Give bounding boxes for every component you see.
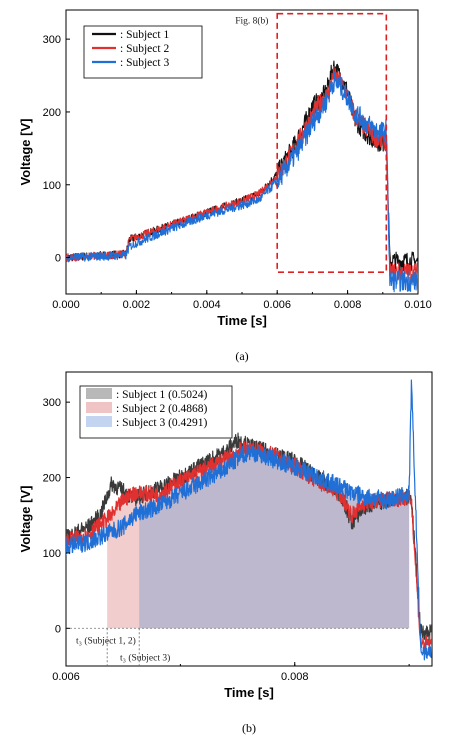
x-tick-label: 0.000 — [52, 299, 80, 311]
legend-swatch — [86, 388, 112, 399]
y-tick-label: 0 — [55, 253, 61, 265]
series-lines-b — [66, 379, 432, 661]
x-tick-label: 0.004 — [193, 299, 221, 311]
y-tick-label: 100 — [43, 548, 61, 560]
legend-a: : Subject 1 : Subject 2 : Subject 3 — [83, 25, 203, 79]
x-tick-label: 0.006 — [52, 671, 80, 683]
x-tick-label: 0.008 — [281, 671, 309, 683]
y-tick-label: 200 — [43, 473, 61, 485]
y-tick-label: 100 — [43, 180, 61, 192]
y-tick-label: 300 — [43, 34, 61, 46]
y-tick-label: 300 — [43, 397, 61, 409]
panel-a: Fig. 8(b) 0.000 0.002 0.004 0.006 0.008 0.010… — [18, 9, 432, 363]
x-tick-label: 0.002 — [123, 299, 151, 311]
series-line — [66, 65, 418, 283]
legend-entry: : Subject 3 — [120, 57, 169, 69]
x-axis-label-b: Time [s] — [224, 685, 274, 700]
plot-frame-b — [65, 371, 433, 667]
panel-b: 0.006 0.008 0 100 200 300 t₃ (Subject 1, 2) t₃… — [18, 371, 433, 735]
zoom-region-box — [276, 12, 388, 273]
series-line — [66, 71, 418, 293]
legend-entry: : Subject 2 (0.4868) — [116, 403, 208, 415]
legend-entry: : Subject 1 — [120, 29, 169, 41]
crossing-annotation: t₃ (Subject 3) — [120, 652, 170, 663]
x-tick-label: 0.006 — [263, 299, 291, 311]
legend-b: : Subject 1 (0.5024) : Subject 2 (0.4868)… — [79, 385, 233, 439]
y-axis-label-b: Voltage [V] — [18, 486, 33, 553]
legend-swatch — [86, 416, 112, 427]
caption-a: (a) — [235, 349, 248, 363]
series-line — [66, 379, 432, 661]
zoom-region-label: Fig. 8(b) — [235, 16, 268, 27]
y-tick-label: 0 — [55, 623, 61, 635]
y-axis-label-a: Voltage [V] — [18, 119, 33, 186]
x-tick-label: 0.010 — [404, 299, 432, 311]
caption-b: (b) — [242, 721, 256, 735]
series-line — [66, 60, 418, 272]
crossing-annotation: t₃ (Subject 1, 2) — [76, 635, 136, 646]
x-tick-label: 0.008 — [334, 299, 362, 311]
legend-swatch — [86, 402, 112, 413]
legend-entry: : Subject 1 (0.5024) — [116, 389, 208, 401]
legend-entry: : Subject 3 (0.4291) — [116, 417, 208, 429]
legend-entry: : Subject 2 — [120, 43, 169, 55]
x-axis-label-a: Time [s] — [217, 313, 267, 328]
shaded-areas-b — [107, 447, 410, 629]
series-lines-a — [66, 60, 418, 293]
y-tick-label: 200 — [43, 107, 61, 119]
